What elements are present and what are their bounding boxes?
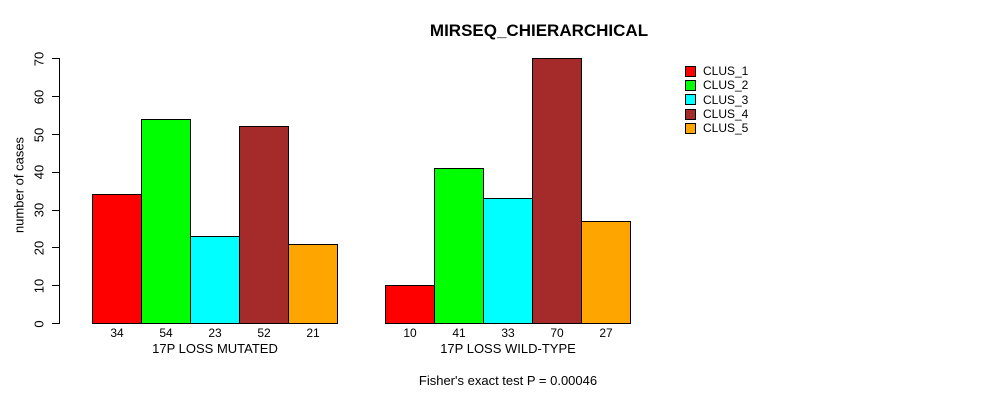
bar-clus_5 [581,220,631,324]
y-axis-tick-label: 60 [31,89,47,104]
legend-label: CLUS_4 [703,107,749,122]
legend-swatch-icon [685,65,696,77]
y-axis-tick-label: 20 [31,240,47,256]
y-axis-tick-label: 10 [31,278,47,293]
legend-item: CLUS_2 [685,78,748,92]
y-axis-tick-mark [52,134,59,135]
group-label: 17P LOSS MUTATED [152,341,278,356]
bar-value-label: 21 [306,326,320,340]
bar-clus_4 [532,58,582,324]
legend-item: CLUS_5 [685,121,748,135]
legend-item: CLUS_4 [685,107,748,121]
y-axis-tick-label: 40 [31,165,47,180]
bar-value-label: 23 [208,326,222,340]
legend-swatch-icon [685,122,696,134]
legend-label: CLUS_2 [703,78,749,93]
bar-clus_2 [141,118,191,324]
legend: CLUS_1 CLUS_2 CLUS_3 CLUS_4 CLUS_5 [685,64,748,135]
legend-swatch-icon [685,79,696,91]
y-axis-label: number of cases [11,136,27,234]
bar-value-label: 52 [257,326,271,340]
y-axis-tick-mark [52,247,59,249]
bar-value-label: 70 [550,326,564,340]
y-axis-tick-mark [52,323,59,324]
footnote: Fisher's exact test P = 0.00046 [418,373,598,388]
y-axis-tick-mark [52,285,59,287]
y-axis-tick-label: 0 [31,319,47,328]
chart-title: MIRSEQ_CHIERARCHICAL [429,21,649,40]
group-label: 17P LOSS WILD-TYPE [440,341,576,356]
bar-clus_2 [434,168,484,324]
legend-swatch-icon [685,108,696,120]
bar-value-label: 41 [452,326,466,340]
bar-clus_1 [92,194,142,324]
y-axis-tick-label: 70 [31,51,47,67]
bar-value-label: 10 [403,326,417,340]
legend-label: CLUS_3 [703,92,749,107]
y-axis-tick-mark [52,58,59,60]
legend-label: CLUS_1 [703,64,749,79]
legend-item: CLUS_3 [685,93,748,107]
bar-clus_3 [483,198,533,324]
bar-clus_5 [288,243,338,324]
legend-item: CLUS_1 [685,64,748,78]
bar-value-label: 34 [110,326,124,340]
y-axis-tick-mark [52,171,59,173]
legend-label: CLUS_5 [703,121,749,136]
bar-value-label: 54 [159,326,173,340]
y-axis-tick-mark [52,96,59,98]
bar-value-label: 27 [599,326,613,340]
y-axis-tick-label: 50 [31,127,47,142]
bar-clus_3 [190,236,240,324]
bar-clus_1 [385,285,435,324]
y-axis-tick-label: 30 [31,202,47,218]
y-axis-tick-mark [52,209,59,211]
bar-clus_4 [239,126,289,324]
legend-swatch-icon [685,94,696,106]
y-axis-line [59,58,60,324]
bar-value-label: 33 [501,326,515,340]
